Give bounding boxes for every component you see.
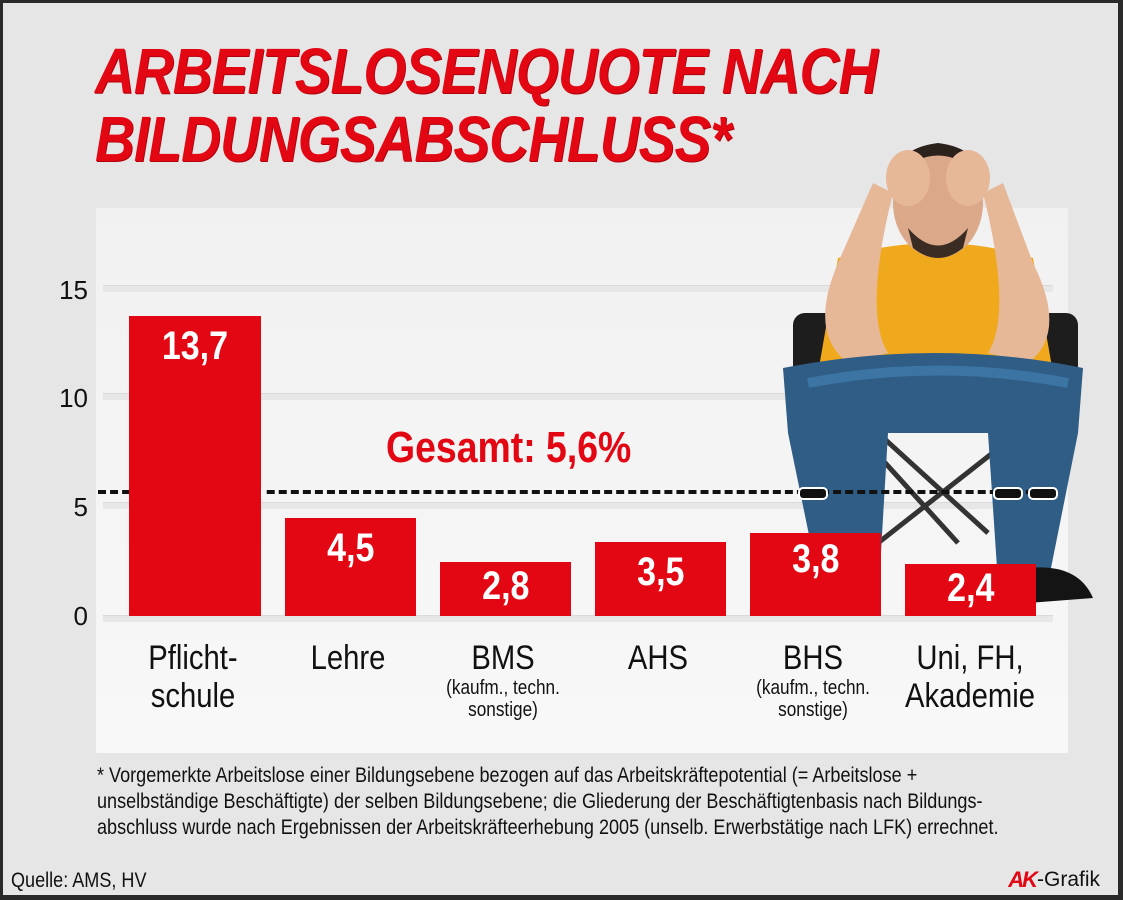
stressed-man-illustration [783,143,1093,603]
y-tick-0: 0 [73,601,88,631]
bar-value: 4,5 [326,526,375,570]
bar-ahs: 3,5 [595,542,726,616]
category-label-bms: BMS (kaufm., techn. sonstige) [434,639,572,721]
average-label: Gesamt: 5,6% [386,423,632,472]
category-line: Uni, FH, [916,639,1024,677]
gridline-10 [103,393,1053,400]
bar-uni-fh-akademie: 2,4 [905,564,1036,616]
chart-title: ARBEITSLOSENQUOTE NACH BILDUNGSABSCHLUSS… [95,35,878,175]
gridline-0 [103,615,1053,622]
source-label: Quelle: AMS, HV [11,869,147,892]
bar-value: 3,8 [791,537,840,581]
category-line: Pflicht- [148,639,238,677]
title-line-2: BILDUNGSABSCHLUSS* [95,103,732,175]
dash-highlight [1028,487,1058,500]
bar-bms: 2,8 [440,562,571,616]
ak-logo-icon: AK [1008,867,1038,892]
category-label-uni-fh-akademie: Uni, FH, Akademie [901,639,1039,715]
dash-highlight [798,487,828,500]
category-line: AHS [627,639,689,677]
footnote-line: abschluss wurde nach Ergebnissen der Arb… [97,816,999,839]
bar-bhs: 3,8 [750,533,881,616]
bar-pflichtschule: 13,7 [129,316,261,616]
credit-text: -Grafik [1037,868,1100,891]
bar-lehre: 4,5 [285,518,416,616]
category-label-lehre: Lehre [279,639,417,677]
footnote-line: unselbständige Beschäftigte) der selben … [97,790,983,813]
y-tick-5: 5 [73,492,88,522]
category-subtext: sonstige) [468,699,538,721]
category-line: schule [150,677,236,715]
gridline-5 [103,502,1053,509]
category-label-ahs: AHS [589,639,727,677]
average-reference-line [98,490,1058,494]
bar-value: 3,5 [636,550,685,594]
category-subtext: (kaufm., techn. [756,677,870,699]
category-label-bhs: BHS (kaufm., techn. sonstige) [744,639,882,721]
y-tick-10: 10 [59,383,88,413]
category-subtext: (kaufm., techn. [446,677,560,699]
y-tick-15: 15 [59,275,88,305]
dash-highlight [993,487,1023,500]
category-subtext: sonstige) [778,699,848,721]
bar-value: 2,4 [946,566,995,610]
bar-value: 13,7 [161,324,229,368]
infographic: ARBEITSLOSENQUOTE NACH BILDUNGSABSCHLUSS… [3,3,1118,895]
category-label-pflichtschule: Pflicht- schule [124,639,262,715]
bar-value: 2,8 [481,564,530,608]
footnote: * Vorgemerkte Arbeitslose einer Bildungs… [97,763,1086,841]
footnote-line: * Vorgemerkte Arbeitslose einer Bildungs… [97,764,918,787]
category-line: BHS [782,639,844,677]
gridline-15 [103,285,1053,292]
category-line: BMS [471,639,535,677]
category-line: Lehre [310,639,386,677]
credit: AK -Grafik [1008,867,1100,893]
category-line: Akademie [904,677,1036,715]
title-line-1: ARBEITSLOSENQUOTE NACH [95,35,878,107]
